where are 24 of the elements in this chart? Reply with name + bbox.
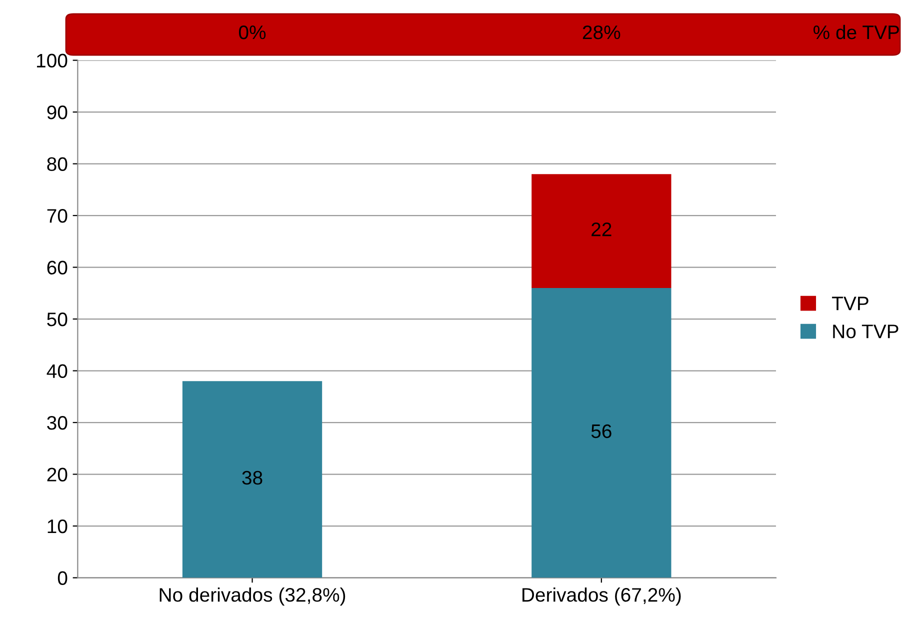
text: 0% [238, 25, 266, 40]
bar [532, 288, 672, 578]
y-tick-label: 20 [47, 468, 68, 482]
y-tick-label: 80 [47, 157, 68, 172]
data-label: 22 [592, 222, 612, 236]
y-tick-label: 60 [47, 260, 68, 275]
y-tick-label: 30 [47, 416, 68, 430]
data-label: 56 [591, 424, 612, 438]
y-tick-label: 10 [48, 519, 68, 534]
text: % de TVP [813, 24, 899, 40]
x-tick-label: Derivados (67,2%) [522, 587, 681, 606]
y-tick-label: 0 [58, 571, 68, 585]
y-tick-label: 70 [47, 208, 68, 223]
x-tick-label: No derivados (32,8%) [160, 587, 346, 606]
data-label: 38 [242, 470, 262, 485]
y-tick-label: 40 [46, 364, 68, 378]
text: 28% [582, 25, 620, 40]
y-tick-label: 90 [47, 106, 68, 120]
bar [532, 174, 672, 288]
legend-label: No TVP [833, 324, 898, 338]
bar [182, 381, 322, 578]
legend-label: TVP [832, 296, 868, 310]
y-tick-label: 100 [37, 54, 68, 68]
y-tick-label: 50 [47, 312, 68, 326]
